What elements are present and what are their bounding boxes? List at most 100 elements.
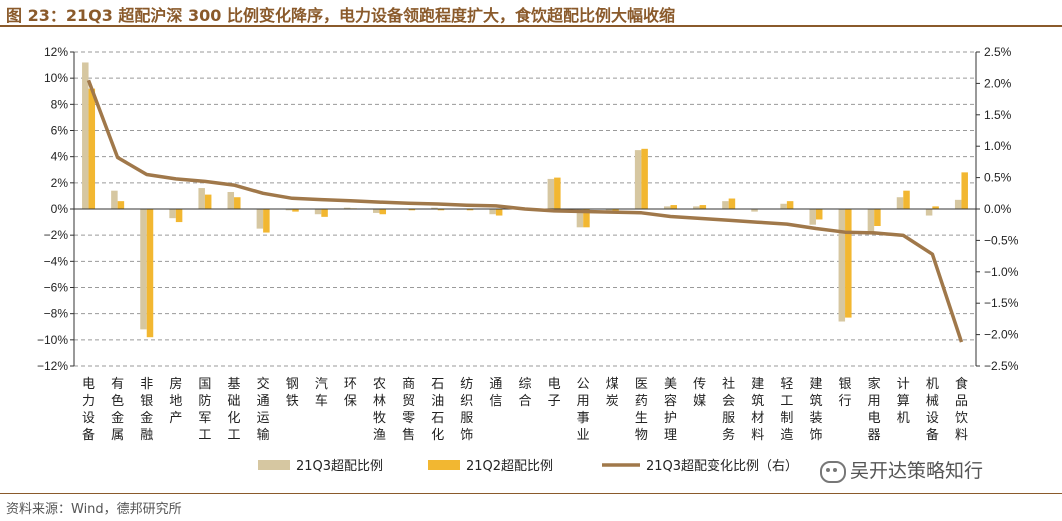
category-label: 社会服务 — [722, 376, 735, 443]
bar-21q2 — [554, 177, 561, 209]
bar-21q2 — [612, 209, 619, 212]
change-line — [86, 79, 964, 343]
right-tick-label: −1.0% — [984, 265, 1019, 279]
watermark: 吴开达策略知行 — [820, 456, 983, 483]
bar-21q2 — [495, 209, 503, 216]
left-tick-label: −4% — [44, 254, 69, 268]
category-label: 纺织服饰 — [460, 377, 473, 443]
category-label: 有色金属 — [111, 377, 124, 443]
left-tick-label: 10% — [44, 71, 68, 85]
bar-21q2 — [234, 197, 241, 209]
category-label: 轻工制造 — [780, 377, 793, 443]
legend-swatch — [428, 460, 460, 470]
category-label: 非银金融 — [140, 377, 153, 443]
bar-21q2 — [728, 198, 736, 209]
bar-21q3 — [867, 209, 875, 233]
bar-21q2 — [641, 148, 648, 209]
bar-21q2 — [699, 205, 707, 209]
bar-21q2 — [88, 88, 96, 209]
bar-21q3 — [198, 188, 205, 209]
left-tick-label: 12% — [44, 45, 68, 59]
left-tick-label: −2% — [44, 228, 69, 242]
bar-21q3 — [693, 206, 700, 209]
right-tick-label: −1.5% — [984, 296, 1019, 310]
category-label: 建筑材料 — [751, 377, 764, 443]
watermark-text: 吴开达策略知行 — [850, 460, 984, 482]
bar-21q3 — [722, 201, 729, 209]
bar-21q2 — [204, 194, 212, 209]
category-label: 计算机 — [897, 377, 910, 426]
change-line-layer — [86, 79, 964, 343]
bars — [82, 62, 968, 338]
bar-21q3 — [751, 209, 758, 212]
bar-21q2 — [932, 206, 939, 209]
category-label: 医药生物 — [635, 377, 648, 443]
bar-21q3 — [809, 209, 816, 225]
bar-21q3 — [169, 209, 176, 219]
bar-21q3 — [256, 209, 264, 229]
bar-21q2 — [903, 190, 910, 209]
left-tick-label: 4% — [51, 150, 69, 164]
bar-21q3 — [838, 209, 846, 322]
category-label: 银行 — [839, 377, 852, 409]
bar-21q3 — [925, 209, 933, 216]
bar-21q2 — [786, 201, 794, 209]
bar-21q2 — [961, 172, 968, 209]
category-label: 钢铁 — [286, 377, 299, 409]
right-tick-label: −2.5% — [984, 359, 1019, 373]
right-tick-label: 0.0% — [984, 202, 1012, 216]
bar-21q3 — [663, 206, 671, 209]
legend-swatch — [258, 460, 290, 470]
right-tick-label: 2.5% — [984, 45, 1012, 59]
bar-21q3 — [605, 209, 613, 211]
bar-21q2 — [815, 209, 823, 220]
bar-21q2 — [321, 209, 328, 217]
bar-21q3 — [576, 209, 584, 228]
left-tick-label: −8% — [44, 307, 69, 321]
category-label: 环保 — [344, 377, 357, 409]
bar-21q3 — [285, 209, 293, 211]
category-label: 国防军工 — [198, 377, 211, 443]
bar-21q3 — [431, 207, 438, 209]
bar-21q3 — [227, 191, 235, 209]
legend: 21Q3超配比例 21Q2超配比例 21Q3超配变化比例（右） — [258, 458, 798, 474]
bar-21q2 — [466, 209, 474, 211]
category-label: 电子 — [548, 377, 561, 409]
category-label: 美容护理 — [664, 377, 677, 443]
category-label: 家用电器 — [868, 376, 881, 443]
left-tick-label: 2% — [51, 176, 69, 190]
legend-label: 21Q3超配比例 — [296, 459, 383, 474]
chart: 12% 10% 8% 6% 4% 2% 0% −2% −4% −6% −8% −10% −12% 2.5%… — [37, 45, 1019, 474]
right-tick-label: 1.5% — [984, 108, 1012, 122]
category-label: 农林牧渔 — [373, 377, 386, 443]
category-label: 石油石化 — [431, 377, 444, 443]
bar-21q3 — [373, 209, 380, 213]
bar-21q3 — [634, 150, 642, 209]
bar-21q2 — [117, 201, 125, 209]
category-label: 建筑装饰 — [809, 377, 822, 443]
right-tick-label: −2.0% — [984, 328, 1019, 342]
legend-label: 21Q3超配变化比例（右） — [646, 458, 798, 474]
bar-21q2 — [379, 209, 387, 215]
bar-21q2 — [845, 209, 852, 318]
axes: 12% 10% 8% 6% 4% 2% 0% −2% −4% −6% −8% −10% −12% 2.5%… — [37, 45, 1019, 373]
category-label: 通信 — [489, 377, 502, 409]
title-bar: 图 23：21Q3 超配沪深 300 比例变化降序，电力设备领跑程度扩大，食饮超… — [0, 0, 1062, 27]
bar-21q3 — [140, 209, 147, 330]
bar-21q3 — [780, 203, 787, 209]
right-tick-label: 2.0% — [984, 76, 1012, 90]
category-label: 电力设备 — [82, 377, 95, 443]
right-tick-label: 0.5% — [984, 171, 1012, 185]
left-tick-label: 8% — [51, 97, 69, 111]
category-label: 综合 — [518, 377, 531, 409]
bar-21q2 — [263, 209, 270, 233]
title-rule — [0, 25, 1062, 27]
bar-21q3 — [896, 197, 904, 209]
category-label: 煤炭 — [606, 377, 619, 409]
left-tick-label: −6% — [44, 281, 69, 295]
bar-21q2 — [408, 209, 416, 211]
category-label: 基础化工 — [228, 377, 241, 443]
left-tick-label: 0% — [51, 202, 69, 216]
bar-21q2 — [437, 209, 445, 211]
